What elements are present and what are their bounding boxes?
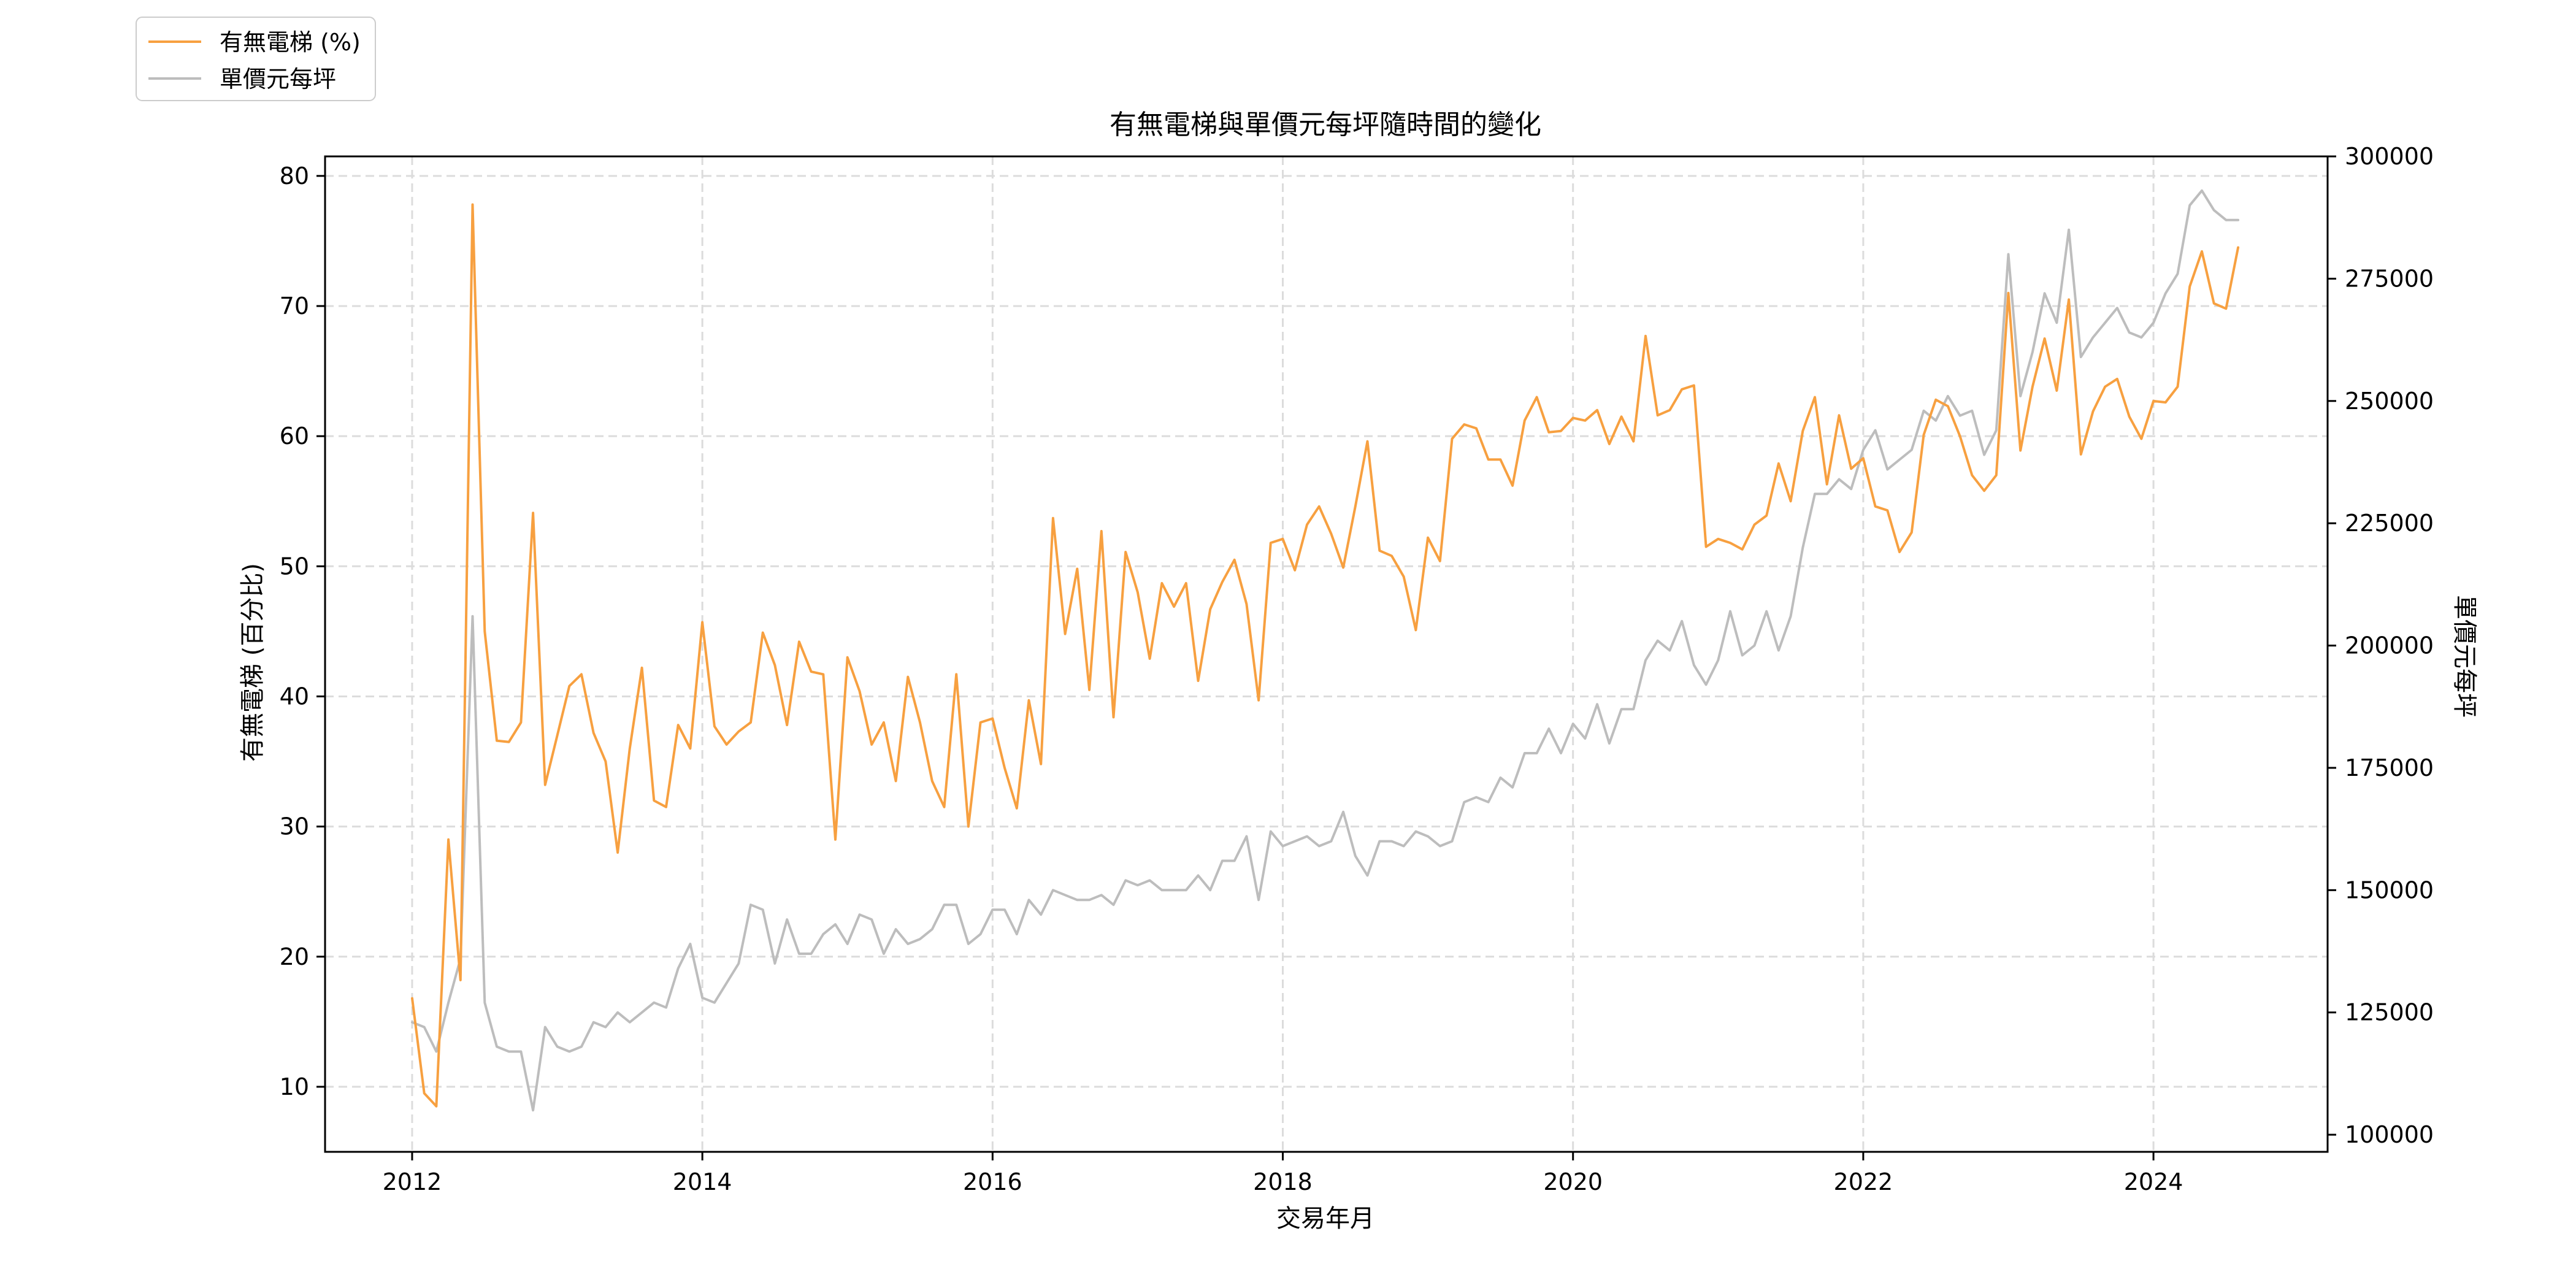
y-axis-right-label: 單價元每坪	[2450, 595, 2478, 718]
y-right-tick-label: 300000	[2345, 143, 2434, 170]
x-tick-label: 2016	[963, 1168, 1022, 1195]
y-right-tick-label: 150000	[2345, 876, 2434, 903]
y-left-tick-label: 60	[280, 423, 309, 450]
y-right-tick-label: 200000	[2345, 632, 2434, 659]
legend-label-elevator: 有無電梯 (%)	[220, 29, 361, 56]
y-right-tick-label: 225000	[2345, 510, 2434, 537]
x-tick-label: 2012	[383, 1168, 442, 1195]
y-left-tick-label: 50	[280, 553, 309, 580]
legend: 有無電梯 (%) 單價元每坪	[136, 17, 376, 101]
x-tick-label: 2014	[673, 1168, 732, 1195]
y-right-tick-label: 175000	[2345, 754, 2434, 781]
y-left-tick-label: 70	[280, 293, 309, 320]
x-tick-label: 2022	[1834, 1168, 1893, 1195]
x-tick-label: 2024	[2124, 1168, 2183, 1195]
x-tick-label: 2018	[1253, 1168, 1313, 1195]
y-left-tick-label: 40	[280, 683, 309, 710]
y-right-tick-label: 250000	[2345, 388, 2434, 415]
x-axis-label: 交易年月	[1276, 1205, 1374, 1233]
y-right-tick-label: 275000	[2345, 265, 2434, 292]
legend-label-price: 單價元每坪	[220, 66, 336, 93]
grid	[325, 156, 2328, 1152]
x-tick-label: 2020	[1543, 1168, 1603, 1195]
y-left-tick-label: 20	[280, 943, 309, 970]
series-line-price	[411, 189, 2240, 1112]
y-right-tick-label: 125000	[2345, 999, 2434, 1026]
axes: 2012 2014 2016 2018 2020 2022 2024 10 20 30 40 50 60…	[280, 143, 2434, 1195]
y-left-tick-label: 30	[280, 813, 309, 840]
y-right-tick-label: 100000	[2345, 1121, 2434, 1148]
y-axis-left-label: 有無電梯 (百分比)	[239, 563, 267, 762]
y-left-tick-label: 10	[280, 1073, 309, 1100]
series-layer	[411, 189, 2240, 1112]
y-left-tick-label: 80	[280, 163, 309, 190]
plot-frame	[324, 155, 2329, 1153]
chart-title: 有無電梯與單價元每坪隨時間的變化	[1110, 109, 1541, 140]
series-line-elevator	[411, 203, 2240, 1108]
